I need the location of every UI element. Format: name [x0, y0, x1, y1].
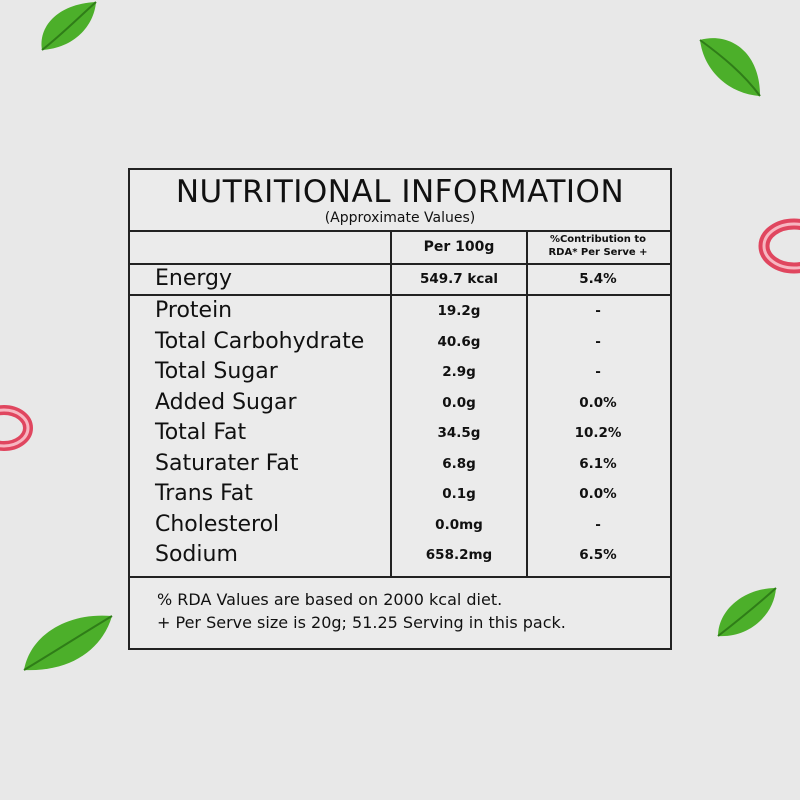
nutrition-panel: NUTRITIONAL INFORMATION (Approximate Val… [128, 168, 672, 650]
basil-leaf-icon [717, 587, 777, 637]
header-per100: Per 100g [423, 238, 495, 255]
nutrient-row: Total Carbohydrate 40.6g - [130, 327, 670, 357]
onion-ring-icon [758, 218, 800, 274]
nutrient-name: Cholesterol [155, 512, 280, 537]
column-divider [390, 294, 392, 576]
header-rda: %Contribution to RDA* Per Serve + [528, 233, 668, 263]
nutrient-rda: 5.4% [579, 271, 617, 287]
nutrient-per100: 549.7 kcal [419, 271, 499, 287]
nutrient-rda: 6.1% [579, 456, 617, 472]
nutrient-row: Sodium 658.2mg 6.5% [130, 540, 670, 570]
nutrient-name: Sodium [155, 542, 238, 567]
nutrient-per100: 40.6g [437, 334, 481, 350]
nutrient-name: Total Sugar [155, 359, 278, 384]
nutrient-row: Trans Fat 0.1g 0.0% [130, 479, 670, 509]
nutrient-rda: 10.2% [574, 425, 622, 441]
nutrient-row: Energy 549.7 kcal 5.4% [130, 264, 670, 294]
nutrient-name: Energy [155, 266, 233, 291]
nutrient-per100: 0.0g [442, 395, 476, 411]
nutrient-row: Total Fat 34.5g 10.2% [130, 418, 670, 448]
nutrient-row: Saturater Fat 6.8g 6.1% [130, 449, 670, 479]
basil-leaf-icon [41, 1, 97, 51]
panel-subtitle: (Approximate Values) [324, 210, 476, 226]
footer-divider [130, 576, 670, 578]
nutrient-row: Total Sugar 2.9g - [130, 357, 670, 387]
nutrient-per100: 6.8g [442, 456, 476, 472]
column-divider [390, 230, 392, 294]
footnote-line2: + Per Serve size is 20g; 51.25 Serving i… [157, 613, 566, 632]
nutrient-row: Protein 19.2g - [130, 296, 670, 326]
nutrient-name: Total Carbohydrate [155, 329, 365, 354]
footnote: % RDA Values are based on 2000 kcal diet… [157, 588, 566, 634]
title-box: NUTRITIONAL INFORMATION (Approximate Val… [130, 170, 670, 232]
nutrient-per100: 658.2mg [425, 547, 493, 563]
nutrient-name: Added Sugar [155, 390, 297, 415]
nutrient-rda: 0.0% [579, 395, 617, 411]
nutrient-name: Total Fat [155, 420, 247, 445]
nutrient-per100: 34.5g [437, 425, 481, 441]
nutrient-name: Protein [155, 298, 233, 323]
nutrient-per100: 19.2g [437, 303, 481, 319]
nutrient-rda: 0.0% [579, 486, 617, 502]
footnote-line1: % RDA Values are based on 2000 kcal diet… [157, 590, 503, 609]
header-rda-line1: %Contribution to [549, 234, 647, 245]
onion-ring-icon [0, 405, 33, 451]
basil-leaf-icon [23, 615, 113, 671]
column-divider [526, 294, 528, 576]
nutrient-rda: - [595, 517, 601, 533]
nutrient-rda: - [595, 303, 601, 319]
nutrient-row: Cholesterol 0.0mg - [130, 510, 670, 540]
nutrient-rda: 6.5% [579, 547, 617, 563]
basil-leaf-icon [699, 38, 761, 97]
nutrient-per100: 0.1g [442, 486, 476, 502]
table-header [130, 230, 670, 265]
nutrient-per100: 2.9g [442, 364, 476, 380]
nutrient-name: Trans Fat [155, 481, 253, 506]
panel-title: NUTRITIONAL INFORMATION [175, 174, 625, 210]
header-rda-line2: RDA* Per Serve + [548, 247, 648, 258]
nutrient-rda: - [595, 334, 601, 350]
energy-divider [130, 294, 670, 296]
nutrient-row: Added Sugar 0.0g 0.0% [130, 388, 670, 418]
nutrient-per100: 0.0mg [435, 517, 483, 533]
nutrient-rda: - [595, 364, 601, 380]
nutrient-name: Saturater Fat [155, 451, 299, 476]
